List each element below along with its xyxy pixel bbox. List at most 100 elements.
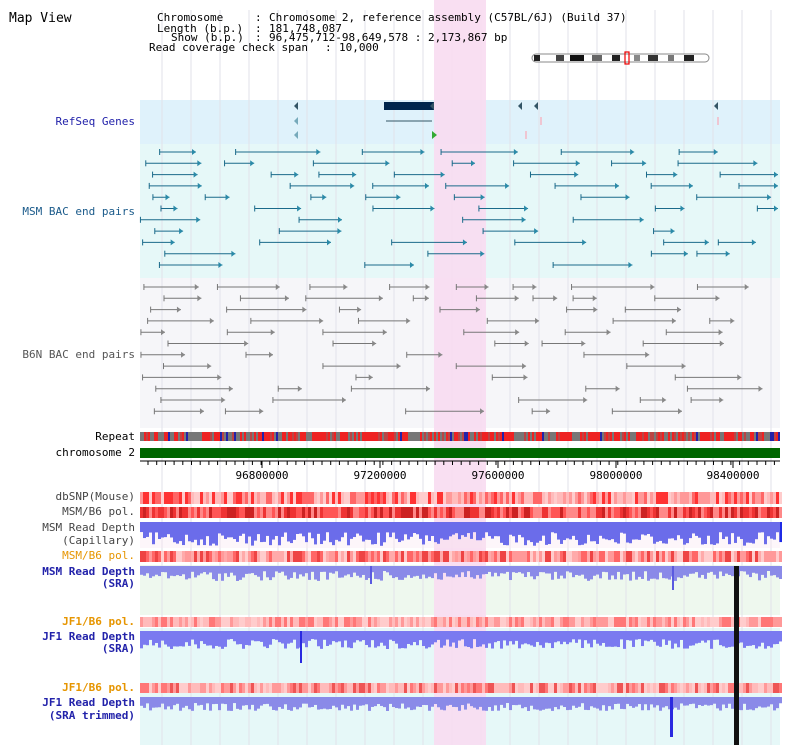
repeat-segment — [722, 432, 724, 441]
jf1-b6-pol-strip — [680, 617, 683, 627]
jf1-b6-pol-strip — [191, 617, 194, 627]
msm-b6-pol-strip — [290, 551, 293, 562]
jf1-b6-pol-strip — [212, 617, 215, 627]
jf1-depth-trim-bar — [719, 697, 722, 711]
msm-depth-sra-bar — [587, 566, 590, 581]
msm-depth-capillary-bar — [770, 522, 773, 539]
msm-b6-pol-strip — [332, 507, 335, 518]
msm-b6-pol-strip — [539, 551, 542, 562]
dbsnp-strip — [704, 492, 707, 504]
jf1-depth-sra-bar — [719, 631, 722, 646]
track-label-msm-read-depth-cap[interactable]: MSM Read Depth — [42, 521, 135, 534]
msm-depth-sra-bar — [485, 566, 488, 574]
msm-depth-sra-bar — [539, 566, 542, 573]
jf1-depth-sra-bar — [239, 631, 242, 645]
repeat-segment — [654, 432, 656, 441]
jf1-b6-pol-strip — [410, 617, 413, 627]
msm-depth-capillary-bar — [602, 522, 605, 539]
track-label-msm-b6-pol-1[interactable]: MSM/B6 pol. — [62, 505, 135, 518]
msm-depth-capillary-bar — [407, 522, 410, 540]
track-label-msm-read-depth-sra[interactable]: MSM Read Depth — [42, 565, 135, 578]
repeat-segment — [320, 432, 322, 441]
jf1-depth-sra-bar — [440, 631, 443, 648]
repeat-segment — [268, 432, 270, 441]
msm-bac-pair — [505, 182, 510, 189]
track-label-repeat[interactable]: Repeat — [95, 430, 135, 443]
jf1-depth-trim-bar — [305, 697, 308, 704]
track-label-jf1-b6-pol-2[interactable]: JF1/B6 pol. — [62, 681, 135, 694]
jf1-b6-pol-strip — [278, 683, 281, 693]
jf1-b6-pol-strip — [740, 617, 743, 627]
msm-depth-capillary-bar — [629, 522, 632, 544]
msm-b6-pol-strip — [671, 507, 674, 518]
jf1-depth-trim-bar — [401, 697, 404, 704]
jf1-b6-pol-strip — [320, 617, 323, 627]
dbsnp-strip — [338, 492, 341, 504]
jf1-depth-trim-bar — [410, 697, 413, 711]
jf1-depth-trim-bar — [485, 697, 488, 711]
track-label-msm-bac[interactable]: MSM BAC end pairs — [22, 205, 135, 218]
dbsnp-strip — [374, 492, 377, 504]
dbsnp-strip — [305, 492, 308, 504]
repeat-segment — [768, 432, 770, 441]
jf1-depth-trim-bar — [632, 697, 635, 708]
jf1-depth-trim-bar — [473, 697, 476, 708]
repeat-segment — [380, 432, 382, 441]
jf1-depth-trim-bar — [479, 697, 482, 707]
jf1-depth-sra-bar — [380, 631, 383, 643]
msm-b6-pol-strip — [410, 507, 413, 518]
jf1-depth-trim-bar — [503, 697, 506, 708]
jf1-depth-sra-bar — [569, 631, 572, 643]
repeat-segment — [442, 432, 444, 441]
msm-depth-sra-bar — [314, 566, 317, 580]
msm-b6-pol-strip — [623, 507, 626, 518]
repeat-segment — [366, 432, 368, 441]
msm-b6-pol-strip — [416, 551, 419, 562]
track-label-msm-b6-pol-2[interactable]: MSM/B6 pol. — [62, 549, 135, 562]
dbsnp-strip — [293, 492, 296, 504]
track-label-jf1-b6-pol-1[interactable]: JF1/B6 pol. — [62, 615, 135, 628]
dbsnp-strip — [548, 492, 551, 504]
jf1-depth-trim-bar — [692, 697, 695, 704]
track-label-jf1-read-depth-sra[interactable]: JF1 Read Depth — [42, 630, 135, 643]
dbsnp-strip — [515, 492, 518, 504]
msm-b6-pol-strip — [722, 551, 725, 562]
track-label-b6n-bac[interactable]: B6N BAC end pairs — [22, 348, 135, 361]
jf1-b6-pol-strip — [398, 683, 401, 693]
dbsnp-strip — [245, 492, 248, 504]
msm-depth-sra-bar — [677, 566, 680, 578]
b6n-bac-pair — [181, 351, 186, 358]
repeat-segment — [196, 432, 198, 441]
msm-depth-sra-bar — [689, 566, 692, 574]
b6n-bac-pair — [424, 295, 429, 302]
dbsnp-strip — [692, 492, 695, 504]
track-label-refseq[interactable]: RefSeq Genes — [55, 115, 135, 128]
dbsnp-strip — [440, 492, 443, 504]
track-label-jf1-read-depth-trim[interactable]: JF1 Read Depth — [42, 696, 135, 709]
msm-depth-capillary-bar — [302, 522, 305, 537]
msm-depth-sra-bar — [686, 566, 689, 577]
b6n-bac-pair — [302, 306, 307, 313]
msm-b6-pol-strip — [257, 507, 260, 518]
msm-depth-sra-bar — [440, 566, 443, 580]
dbsnp-strip — [218, 492, 221, 504]
b6n-bac-pair — [342, 397, 347, 403]
track-label-dbsnp[interactable]: dbSNP(Mouse) — [55, 490, 135, 503]
jf1-depth-trim-bar — [302, 697, 305, 704]
jf1-b6-pol-strip — [470, 617, 473, 627]
repeat-segment — [460, 432, 462, 441]
msm-bac-pair — [725, 250, 730, 257]
repeat-segment — [556, 432, 558, 441]
repeat-segment — [540, 432, 542, 441]
msm-b6-pol-strip — [701, 551, 704, 562]
repeat-segment — [688, 432, 690, 441]
header-span-label: Read coverage check span — [149, 41, 308, 54]
track-label-chromosome[interactable]: chromosome 2 — [55, 446, 135, 459]
msm-b6-pol-strip — [350, 551, 353, 562]
repeat-segment — [356, 432, 358, 441]
repeat-segment — [578, 432, 580, 441]
msm-b6-pol-strip — [446, 507, 449, 518]
repeat-segment — [682, 432, 684, 441]
msm-b6-pol-strip — [158, 551, 161, 562]
msm-depth-capillary-bar — [365, 522, 368, 540]
